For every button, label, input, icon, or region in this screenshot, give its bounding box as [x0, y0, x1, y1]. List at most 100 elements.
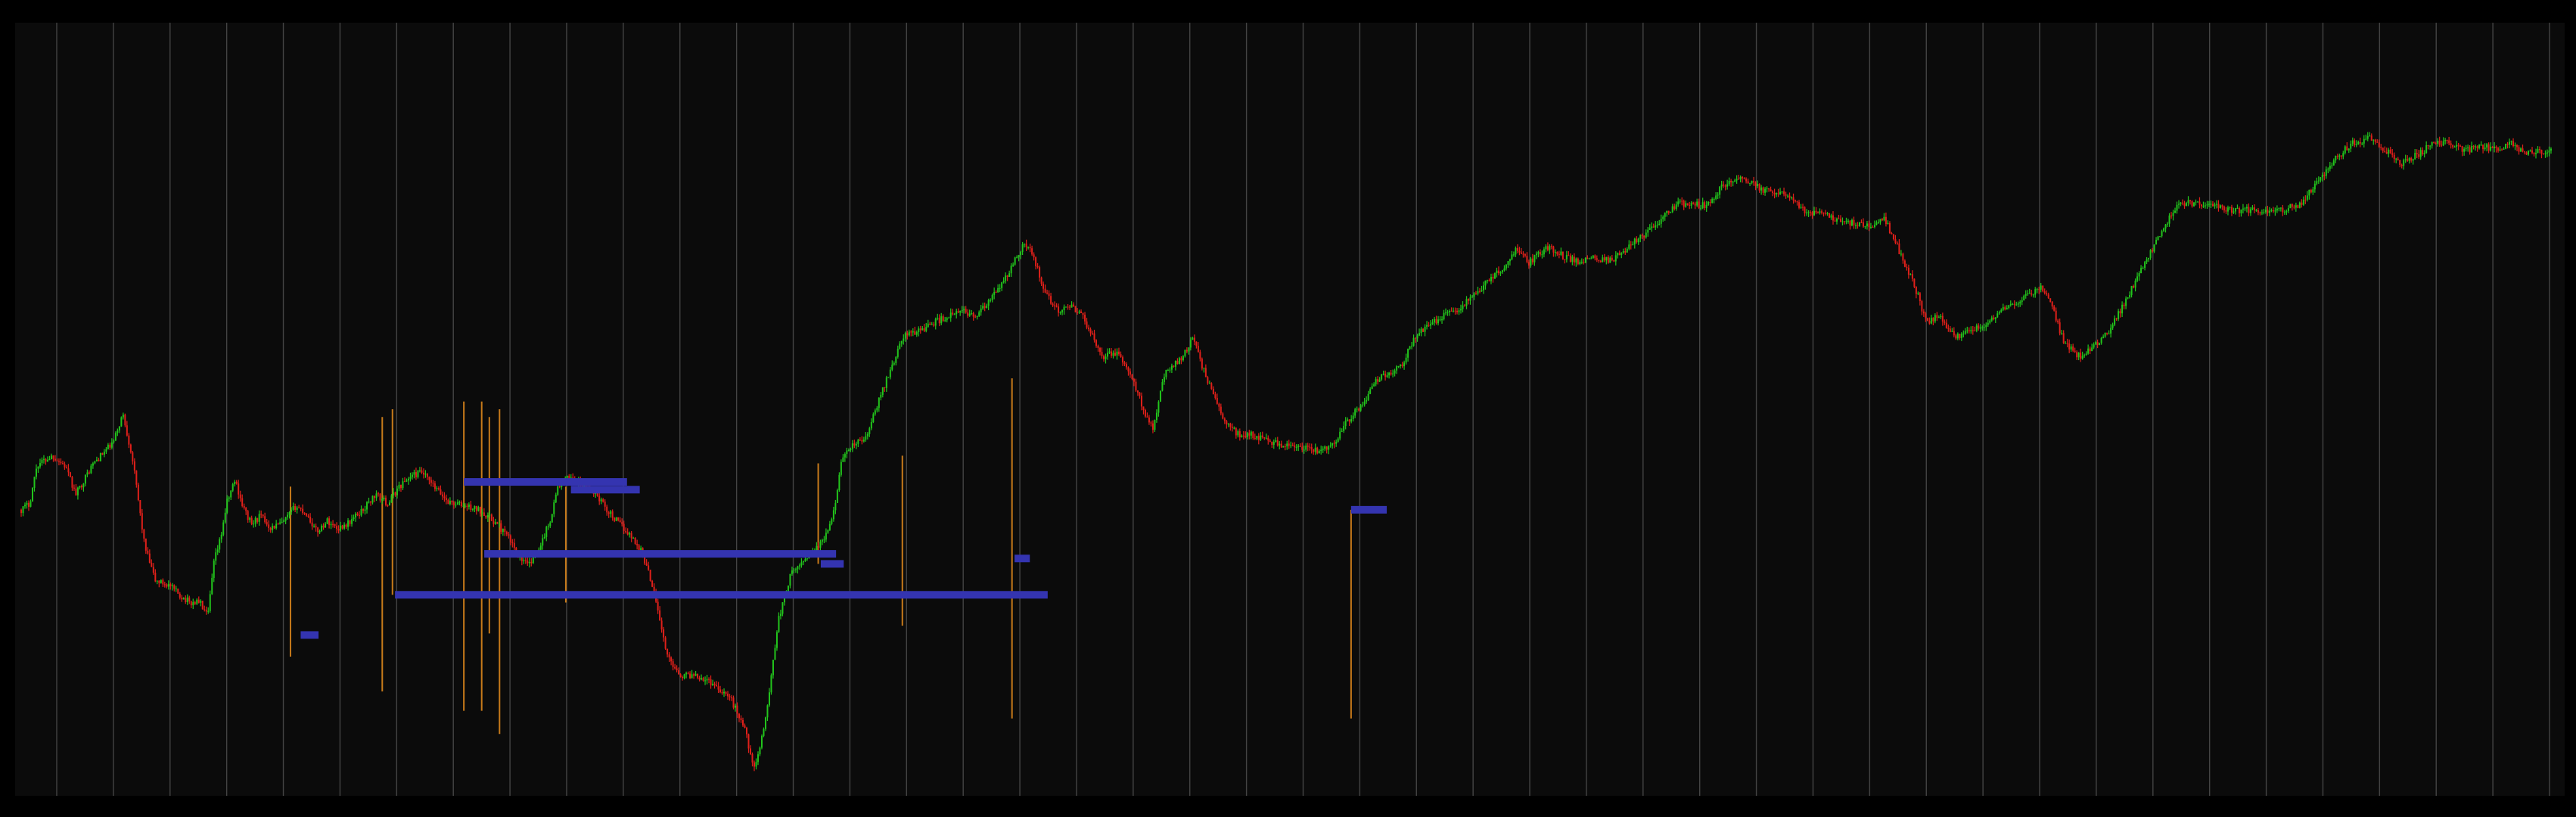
candle-up: [1666, 210, 1668, 213]
candle-down: [1643, 235, 1645, 238]
candle-down: [653, 586, 655, 592]
candle-down: [269, 528, 272, 530]
candle-up: [2019, 302, 2021, 304]
candle-up: [1940, 315, 1942, 318]
candle-up: [2002, 307, 2004, 310]
candle-up: [156, 580, 158, 582]
candle-up: [2255, 210, 2257, 211]
candle-down: [1201, 359, 1203, 369]
candle-up: [1192, 337, 1194, 340]
candle-down: [1550, 246, 1552, 247]
candle-up: [1715, 195, 1717, 199]
candle-down: [154, 573, 157, 582]
candle-down: [201, 601, 204, 610]
candle-up: [2369, 135, 2371, 137]
candle-up: [390, 495, 393, 503]
candle-down: [266, 522, 268, 525]
candle-up: [1987, 322, 1989, 325]
candle-down: [356, 513, 359, 516]
candle-down: [399, 484, 402, 489]
candle-down: [1199, 352, 1201, 359]
candle-down: [2525, 152, 2528, 155]
candle-up: [704, 680, 707, 682]
candle-up: [1178, 358, 1180, 365]
candle-down: [1516, 247, 1518, 251]
candle-up: [949, 312, 952, 318]
candle-up: [791, 570, 793, 574]
candle-down: [2076, 352, 2078, 358]
candle-down: [2062, 333, 2065, 343]
candle-up: [1356, 408, 1358, 410]
candle-up: [857, 440, 859, 444]
candle-up: [2510, 141, 2512, 142]
candle-up: [2202, 206, 2205, 207]
candle-up: [1622, 250, 1624, 253]
candle-down: [884, 387, 886, 389]
candle-up: [632, 538, 635, 539]
candle-down: [1796, 201, 1798, 203]
candle-up: [1658, 223, 1661, 225]
candle-up: [2480, 144, 2482, 146]
candle-up: [364, 509, 366, 511]
candle-up: [1602, 257, 1604, 262]
candle-up: [1005, 275, 1007, 281]
candle-up: [2187, 200, 2189, 203]
candle-down: [645, 563, 648, 566]
candle-up: [1167, 370, 1169, 371]
candle-up: [1509, 259, 1511, 262]
candle-up: [30, 501, 32, 507]
candle-down: [972, 313, 974, 317]
candle-down: [2123, 304, 2125, 306]
candle-down: [1783, 191, 1785, 194]
candle-down: [466, 505, 468, 507]
candle-down: [1244, 436, 1247, 437]
candle-down: [668, 654, 670, 658]
candle-down: [861, 440, 863, 442]
candle-up: [1437, 319, 1440, 324]
candle-down: [2200, 204, 2202, 207]
candle-down: [2384, 151, 2386, 152]
candle-up: [474, 505, 476, 509]
candle-down: [651, 580, 654, 587]
candle-down: [1129, 371, 1131, 375]
candle-up: [2176, 204, 2178, 211]
candle-down: [2450, 143, 2452, 145]
candle-up: [321, 525, 323, 531]
candle-down: [1235, 427, 1237, 436]
candle-down: [1586, 257, 1589, 259]
candle-up: [2104, 332, 2106, 337]
candle-down: [2422, 150, 2424, 155]
candle-up: [806, 558, 808, 560]
candle-up: [1711, 199, 1714, 203]
candle-up: [2357, 141, 2360, 144]
candle-down: [2378, 142, 2380, 147]
candle-up: [927, 323, 929, 328]
candle-up: [881, 387, 884, 395]
candle-up: [2312, 189, 2314, 193]
candle-down: [2066, 343, 2068, 344]
candle-down: [1821, 211, 1823, 213]
candle-up: [2414, 153, 2416, 160]
candle-up: [2168, 215, 2170, 224]
candle-up: [553, 502, 555, 514]
candle-down: [144, 538, 147, 551]
candle-up: [2544, 153, 2546, 154]
candle-down: [967, 312, 969, 316]
candle-down: [1040, 277, 1043, 284]
candle-down: [2119, 311, 2121, 314]
candle-up: [1341, 430, 1343, 432]
level-lines: [300, 478, 1387, 639]
candle-up: [999, 287, 1001, 289]
candle-down: [1915, 287, 1917, 294]
candle-down: [2400, 164, 2403, 166]
candle-down: [1903, 260, 1906, 267]
candle-up: [2229, 207, 2231, 208]
candle-up: [353, 517, 355, 520]
candle-down: [332, 523, 334, 525]
candle-up: [46, 460, 48, 462]
candle-down: [2495, 146, 2497, 148]
candle-down: [1926, 318, 1928, 322]
candle-down: [725, 691, 727, 694]
candle-down: [2441, 144, 2443, 146]
